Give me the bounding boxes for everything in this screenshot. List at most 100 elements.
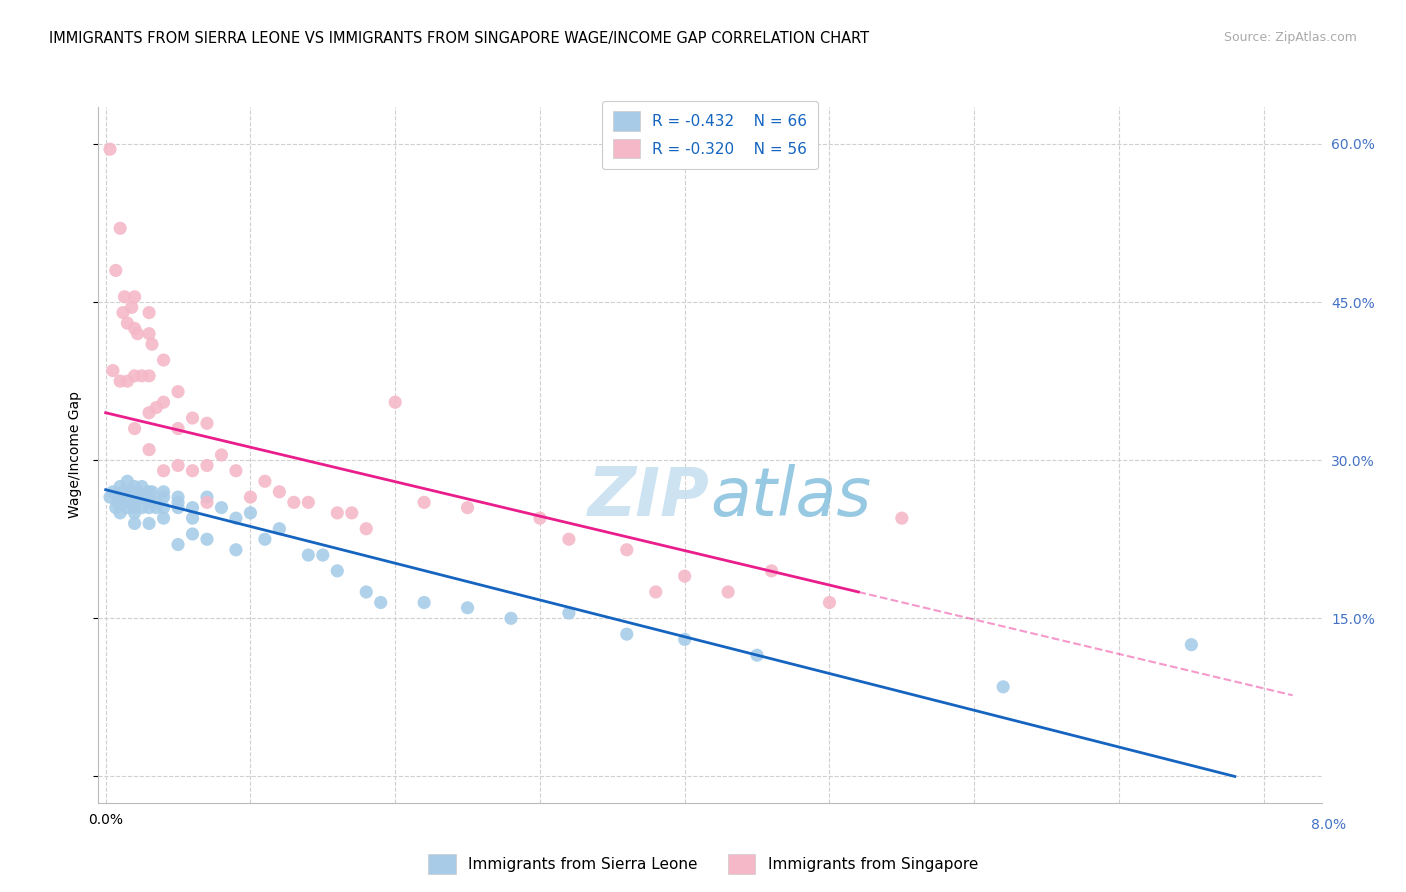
Point xyxy=(105,495,128,509)
Point xyxy=(253,533,276,547)
Point xyxy=(225,464,247,478)
Point xyxy=(529,511,551,525)
Point xyxy=(239,490,262,504)
Point xyxy=(131,490,153,504)
Point xyxy=(98,142,121,156)
Point xyxy=(890,511,912,525)
Point xyxy=(104,263,127,277)
Point xyxy=(141,337,163,351)
Point xyxy=(558,606,581,620)
Point xyxy=(124,516,146,531)
Text: 8.0%: 8.0% xyxy=(1312,818,1346,832)
Point xyxy=(211,500,233,515)
Point xyxy=(145,495,167,509)
Text: IMMIGRANTS FROM SIERRA LEONE VS IMMIGRANTS FROM SINGAPORE WAGE/INCOME GAP CORREL: IMMIGRANTS FROM SIERRA LEONE VS IMMIGRAN… xyxy=(49,31,869,46)
Point xyxy=(145,500,167,515)
Point xyxy=(354,585,377,599)
Point xyxy=(127,326,149,341)
Point xyxy=(167,384,190,399)
Point xyxy=(117,316,139,330)
Point xyxy=(644,585,666,599)
Point xyxy=(717,585,740,599)
Point xyxy=(269,484,291,499)
Point xyxy=(108,490,131,504)
Point xyxy=(138,326,160,341)
Point xyxy=(124,490,146,504)
Point xyxy=(127,484,149,499)
Point xyxy=(138,368,160,383)
Point xyxy=(413,495,436,509)
Point xyxy=(499,611,522,625)
Point xyxy=(124,506,146,520)
Point xyxy=(818,595,841,609)
Point xyxy=(108,221,131,235)
Point xyxy=(152,484,174,499)
Point xyxy=(131,500,153,515)
Point xyxy=(141,484,163,499)
Point xyxy=(101,484,124,499)
Point xyxy=(239,506,262,520)
Point xyxy=(181,500,204,515)
Point xyxy=(195,458,218,473)
Point xyxy=(761,564,783,578)
Point xyxy=(558,533,581,547)
Point xyxy=(108,479,131,493)
Point xyxy=(326,506,349,520)
Point xyxy=(225,511,247,525)
Point xyxy=(114,495,136,509)
Point xyxy=(370,595,392,609)
Point xyxy=(195,533,218,547)
Point xyxy=(104,500,127,515)
Point xyxy=(124,290,146,304)
Point xyxy=(297,548,319,562)
Point xyxy=(98,490,121,504)
Point xyxy=(167,537,190,551)
Point xyxy=(457,500,479,515)
Point xyxy=(152,490,174,504)
Point xyxy=(108,374,131,388)
Point xyxy=(124,321,146,335)
Point xyxy=(195,417,218,431)
Point xyxy=(616,542,638,557)
Point xyxy=(108,506,131,520)
Point xyxy=(117,374,139,388)
Point xyxy=(326,564,349,578)
Point xyxy=(138,406,160,420)
Point xyxy=(145,401,167,415)
Point xyxy=(297,495,319,509)
Text: ZIP: ZIP xyxy=(588,464,710,530)
Point xyxy=(167,500,190,515)
Point xyxy=(124,500,146,515)
Point xyxy=(283,495,305,509)
Point xyxy=(354,522,377,536)
Point xyxy=(384,395,406,409)
Point xyxy=(152,511,174,525)
Point xyxy=(211,448,233,462)
Point xyxy=(152,395,174,409)
Point xyxy=(124,479,146,493)
Point xyxy=(117,484,139,499)
Point xyxy=(457,600,479,615)
Point xyxy=(195,490,218,504)
Point xyxy=(128,490,150,504)
Point xyxy=(124,495,146,509)
Point xyxy=(117,475,139,489)
Point xyxy=(152,353,174,368)
Point xyxy=(225,542,247,557)
Point xyxy=(131,479,153,493)
Point xyxy=(138,305,160,319)
Point xyxy=(181,411,204,425)
Point xyxy=(253,475,276,489)
Point xyxy=(112,305,135,319)
Point xyxy=(181,464,204,478)
Point xyxy=(167,458,190,473)
Point xyxy=(138,516,160,531)
Point xyxy=(1180,638,1202,652)
Point xyxy=(138,442,160,457)
Point xyxy=(138,490,160,504)
Point xyxy=(673,569,696,583)
Point xyxy=(340,506,363,520)
Point xyxy=(124,368,146,383)
Y-axis label: Wage/Income Gap: Wage/Income Gap xyxy=(67,392,82,518)
Point xyxy=(181,527,204,541)
